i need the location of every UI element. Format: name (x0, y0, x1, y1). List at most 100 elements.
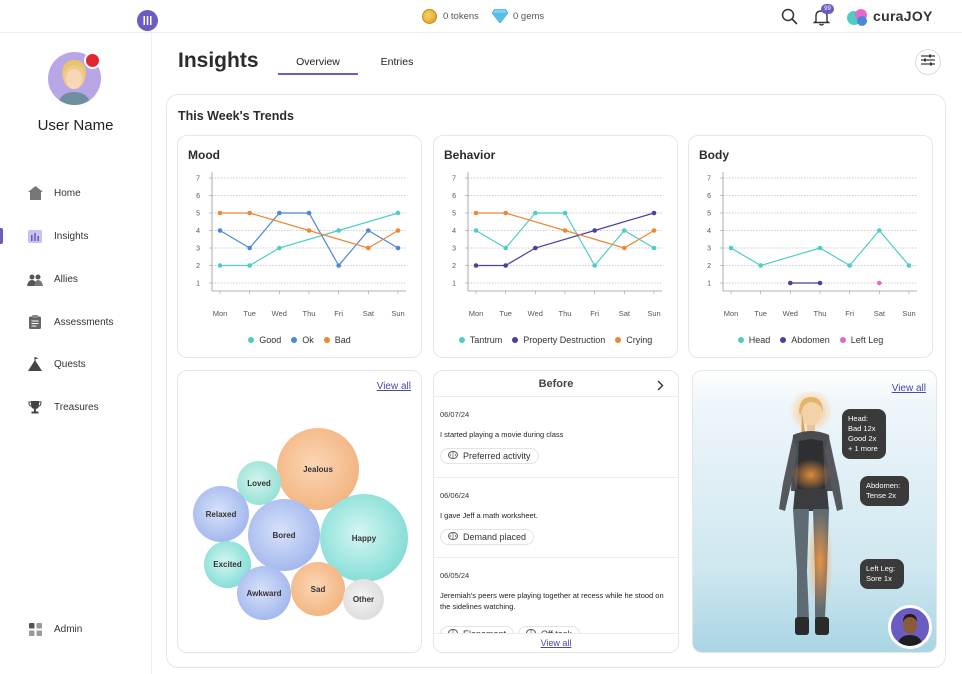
bubble-other[interactable]: Other (343, 579, 384, 620)
entry-date: 06/05/24 (440, 571, 470, 580)
bubble-label: Excited (213, 560, 242, 569)
x-tick-label: Tue (754, 309, 767, 318)
data-point (817, 280, 823, 286)
sidebar-item-label: Allies (54, 273, 78, 285)
tab-entries[interactable]: Entries (380, 56, 414, 68)
allies-icon (27, 271, 43, 287)
tooltip-line: + 1 more (848, 444, 878, 453)
sidebar: User Name Home Insights Allies Assessmen… (0, 33, 152, 674)
tag-chip[interactable]: Demand placed (440, 529, 535, 545)
bubble-relaxed[interactable]: Relaxed (193, 486, 249, 542)
trophy-icon (27, 399, 43, 415)
sidebar-item-admin[interactable]: Admin (0, 614, 151, 644)
avatar[interactable] (48, 52, 101, 105)
emotions-card: View all Jealous Loved Relaxed Bored Hap… (177, 370, 422, 653)
chart-legend: Tantrum Property Destruction Crying (434, 335, 677, 345)
page-title: Insights (178, 49, 259, 72)
behavior-chart-card: Behavior 1 2 3 4 5 6 7 Mon Tue Wed Thu Fri Sat Sun Ta… (433, 135, 678, 358)
data-point (336, 228, 341, 233)
view-all-link[interactable]: View all (891, 383, 926, 394)
tag-chip[interactable]: Preferred activity (440, 448, 539, 464)
legend-label: Left Leg (850, 335, 884, 345)
chevron-right-icon[interactable] (656, 378, 664, 396)
bubble-bored[interactable]: Bored (248, 499, 320, 571)
y-tick-label: 7 (196, 176, 200, 183)
x-tick-label: Fri (845, 309, 854, 318)
list-item[interactable]: 06/07/24 I started playing a movie durin… (434, 398, 678, 478)
data-point (366, 245, 371, 251)
brain-icon (448, 451, 458, 461)
menu-toggle-icon[interactable] (137, 10, 158, 31)
bubble-jealous[interactable]: Jealous (277, 428, 359, 510)
sidebar-item-quests[interactable]: Quests (0, 349, 151, 379)
data-point (877, 228, 882, 233)
legend-dot (291, 337, 298, 343)
status-badge (84, 52, 101, 69)
notification-badge: 99 (821, 4, 834, 14)
data-point (847, 263, 852, 268)
legend-item: Property Destruction (512, 335, 605, 345)
data-point (217, 210, 223, 216)
y-tick-label: 2 (707, 263, 711, 270)
y-tick-label: 4 (707, 228, 711, 235)
character-avatar-button[interactable] (888, 605, 932, 649)
bubble-label: Happy (351, 533, 377, 543)
sidebar-item-label: Assessments (54, 316, 114, 328)
legend-item: Tantrum (458, 335, 503, 345)
sidebar-item-treasures[interactable]: Treasures (0, 392, 151, 422)
x-tick-label: Wed (528, 309, 543, 318)
x-tick-label: Tue (499, 309, 512, 318)
mountain-flag-icon (27, 356, 43, 372)
tooltip-line: Good 2x (848, 434, 877, 443)
body-figure (779, 391, 843, 635)
y-tick-label: 6 (707, 193, 711, 200)
token-coin-icon (422, 9, 437, 24)
legend-item: Left Leg (839, 335, 884, 345)
x-tick-label: Sat (874, 309, 886, 318)
legend-dot (512, 337, 519, 343)
view-all-link[interactable]: View all (540, 638, 572, 648)
brain-icon (448, 532, 458, 542)
data-point (247, 245, 252, 251)
y-tick-label: 2 (452, 263, 456, 270)
y-tick-label: 4 (452, 228, 456, 235)
trends-title: This Week's Trends (178, 109, 294, 123)
sidebar-item-home[interactable]: Home (0, 178, 151, 208)
data-point (651, 210, 657, 216)
data-point (277, 210, 282, 216)
x-tick-label: Wed (783, 309, 798, 318)
data-point (877, 280, 882, 286)
data-point (366, 228, 371, 233)
tokens-count: 0 tokens (443, 11, 479, 22)
sidebar-item-insights[interactable]: Insights (0, 221, 151, 251)
y-tick-label: 3 (452, 246, 456, 253)
sidebar-item-allies[interactable]: Allies (0, 264, 151, 294)
x-tick-label: Tue (243, 309, 256, 318)
sidebar-item-assessments[interactable]: Assessments (0, 307, 151, 337)
bubble-awkward[interactable]: Awkward (237, 566, 291, 620)
sidebar-item-label: Home (54, 187, 81, 199)
tab-overview[interactable]: Overview (296, 56, 340, 68)
data-point (758, 263, 763, 268)
data-point (306, 210, 312, 216)
bubble-sad[interactable]: Sad (291, 562, 345, 616)
tooltip-line: Abdomen: (866, 481, 901, 490)
x-tick-label: Sat (363, 309, 375, 318)
view-all-link[interactable]: View all (376, 381, 411, 392)
sidebar-item-label: Quests (54, 358, 86, 370)
x-tick-label: Mon (469, 309, 484, 318)
data-point (651, 228, 657, 233)
legend-label: Tantrum (469, 335, 503, 345)
abdomen-tooltip: Abdomen: Tense 2x (860, 476, 909, 506)
data-point (817, 245, 823, 251)
data-point (562, 228, 568, 233)
brand-logo-icon (846, 6, 870, 33)
list-item[interactable]: 06/06/24 I gave Jeff a math worksheet. D… (434, 479, 678, 558)
body-map-card: View all Head: Bad 12x Good 2x + 1 more … (692, 370, 937, 653)
chart-legend: Good Ok Bad (178, 335, 421, 345)
search-icon[interactable] (781, 8, 798, 30)
chart-title: Body (699, 148, 729, 162)
list-item[interactable]: 06/05/24 Jeremiah's peers were playing t… (434, 559, 678, 642)
data-point (728, 245, 734, 251)
filter-settings-button[interactable] (915, 49, 941, 75)
